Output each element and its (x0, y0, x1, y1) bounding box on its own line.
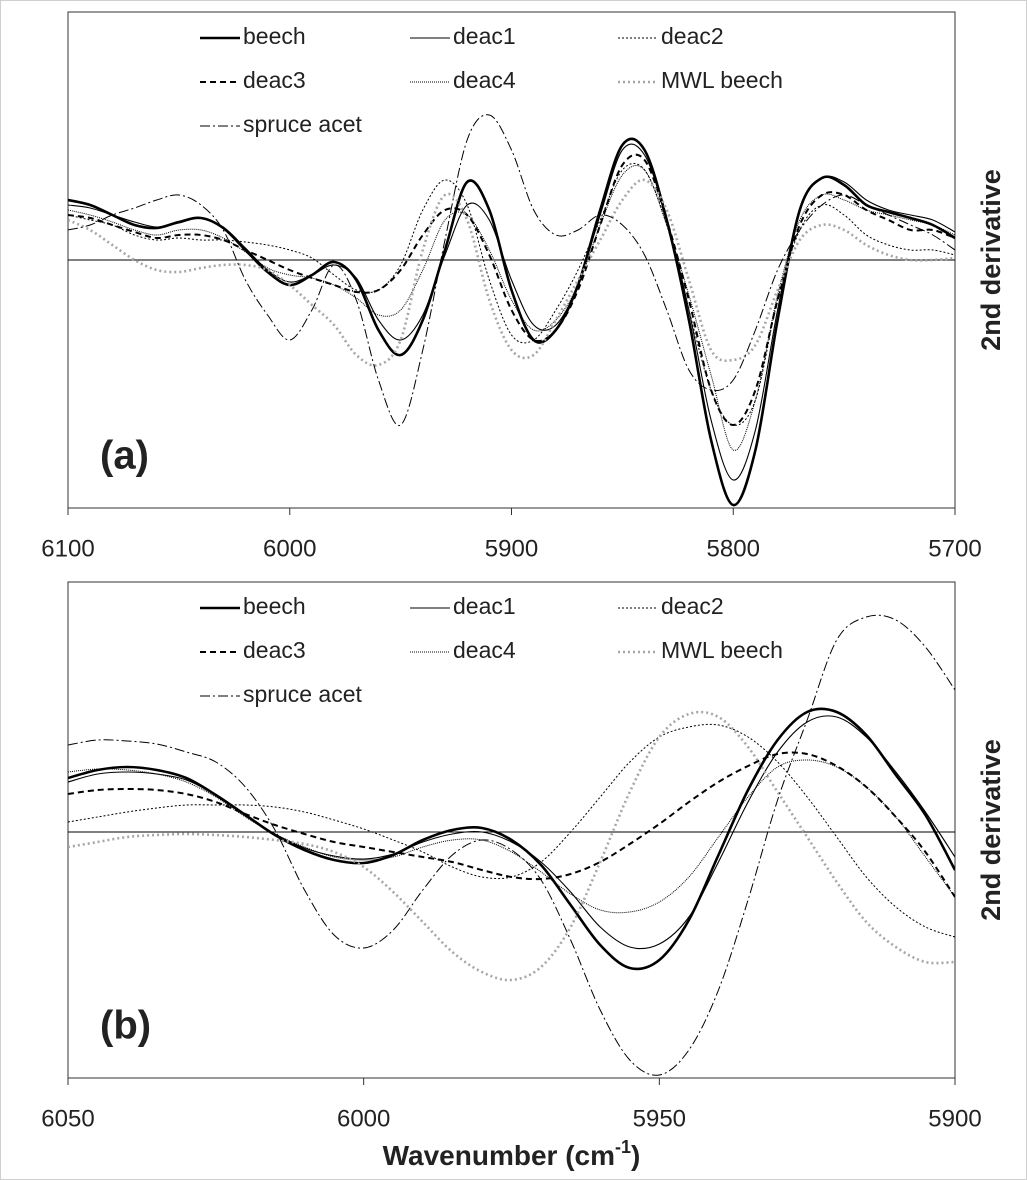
x-tick-label: 5900 (928, 1105, 981, 1132)
panel-label: (a) (100, 434, 149, 478)
legend-label: deac2 (661, 593, 724, 619)
legend-label: MWL beech (661, 637, 783, 663)
x-tick-label: 6100 (41, 535, 94, 562)
legend-label: MWL beech (661, 67, 783, 93)
legend-label: deac3 (243, 67, 306, 93)
series-line (68, 759, 955, 914)
legend-label: beech (243, 593, 306, 619)
x-tick-label: 6000 (337, 1105, 390, 1132)
x-tick-label: 5900 (485, 535, 538, 562)
series-line (68, 178, 955, 367)
legend-label: deac4 (453, 637, 516, 663)
x-tick-label: 5950 (633, 1105, 686, 1132)
x-axis-label-sup: -1 (615, 1137, 631, 1157)
x-tick-label: 6050 (41, 1105, 94, 1132)
panel-label: (b) (100, 1004, 151, 1048)
series-line (68, 751, 955, 898)
series-group (68, 614, 955, 1076)
legend-label: deac3 (243, 637, 306, 663)
series-group (68, 114, 955, 507)
x-axis-label: Wavenumber (cm-1) (383, 1137, 641, 1172)
legend-label: spruce acet (243, 681, 363, 707)
x-axis-label-end: ) (631, 1140, 640, 1171)
legend-label: spruce acet (243, 111, 363, 137)
series-line (68, 710, 955, 982)
series-line (68, 153, 955, 426)
legend-label: deac4 (453, 67, 516, 93)
legend-label: deac2 (661, 23, 724, 49)
series-line (68, 165, 955, 451)
y-axis-label: 2nd derivative (976, 739, 1006, 921)
x-axis-label-text: Wavenumber (cm (383, 1140, 615, 1171)
legend-label: deac1 (453, 23, 516, 49)
legend-label: beech (243, 23, 306, 49)
series-line (68, 162, 955, 426)
x-tick-label: 5700 (928, 535, 981, 562)
legend-label: deac1 (453, 593, 516, 619)
series-line (68, 114, 955, 426)
plot-area (67, 581, 956, 1079)
x-tick-label: 6000 (263, 535, 316, 562)
series-line (68, 614, 955, 1076)
x-tick-label: 5800 (707, 535, 760, 562)
series-line (68, 143, 955, 481)
y-axis-label: 2nd derivative (976, 169, 1006, 351)
series-line (68, 715, 955, 950)
